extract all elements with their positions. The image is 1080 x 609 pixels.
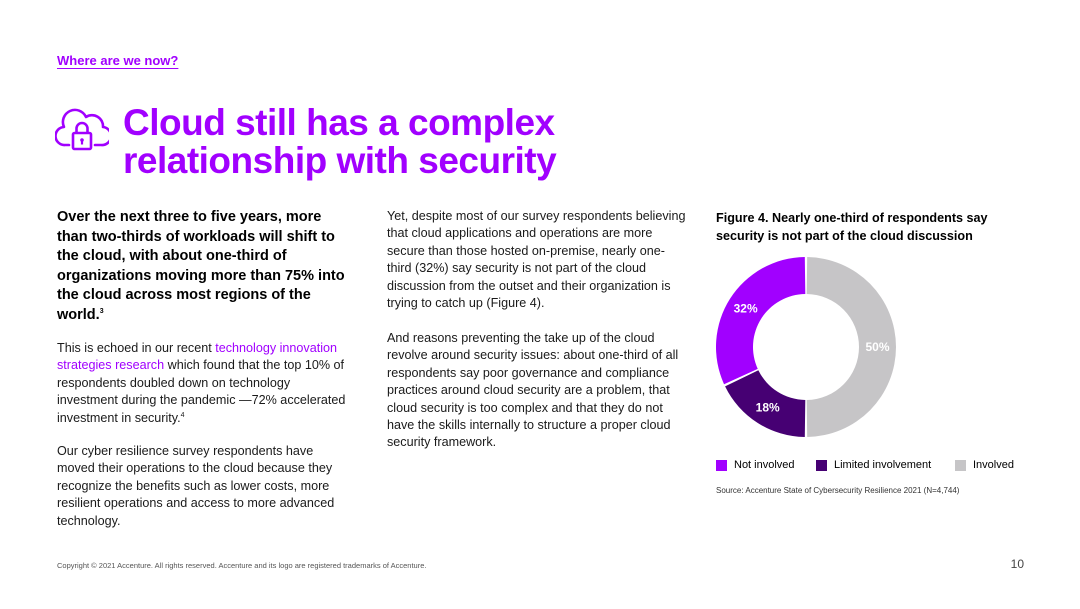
donut-label-not-involved: 32% bbox=[734, 302, 758, 316]
figure-source: Source: Accenture State of Cybersecurity… bbox=[716, 486, 960, 495]
lead-paragraph: Over the next three to five years, more … bbox=[57, 208, 347, 325]
donut-slice-limited-involvement bbox=[725, 370, 806, 437]
figure-title: Figure 4. Nearly one-third of respondent… bbox=[716, 211, 988, 243]
page-title-line-2: relationship with security bbox=[123, 140, 557, 181]
research-text-before: This is echoed in our recent bbox=[57, 341, 216, 355]
research-link[interactable]: technology innovation strategies researc… bbox=[57, 341, 338, 373]
donut-slice-not-involved bbox=[716, 257, 806, 385]
donut-label-limited-involvement: 18% bbox=[756, 400, 780, 414]
donut-slice-involved bbox=[806, 257, 897, 437]
footer-copyright: Copyright © 2021 Accenture. All rights r… bbox=[57, 561, 427, 570]
donut-label-involved: 50% bbox=[865, 340, 889, 354]
section-link[interactable]: Where are we now? bbox=[57, 53, 179, 68]
footnote-4: 4 bbox=[180, 411, 185, 419]
legend-label: Involved bbox=[973, 459, 1014, 471]
legend-item-involved: Involved bbox=[955, 459, 1014, 471]
reasons-paragraph: And reasons preventing the take up of th… bbox=[387, 331, 679, 450]
legend-label: Limited involvement bbox=[834, 459, 932, 471]
legend-swatch bbox=[716, 459, 727, 471]
legend-swatch bbox=[955, 459, 966, 471]
legend-label: Not involved bbox=[734, 459, 795, 471]
page-title-line-1: Cloud still has a complex bbox=[123, 102, 555, 143]
research-text-after: which found that the top 10% of responde… bbox=[57, 358, 346, 425]
chart-legend: Not involved Limited involvement Involved bbox=[716, 459, 1016, 473]
legend-item-not-involved: Not involved bbox=[716, 459, 795, 471]
survey-paragraph: Yet, despite most of our survey responde… bbox=[387, 209, 686, 311]
legend-item-limited-involvement: Limited involvement bbox=[816, 459, 931, 471]
donut-chart: 32% 18% 50% bbox=[716, 257, 897, 437]
cloud-lock-icon bbox=[55, 108, 109, 151]
legend-swatch bbox=[816, 459, 827, 471]
page-number: 10 bbox=[1010, 557, 1024, 571]
page-title: Cloud still has a complex relationship w… bbox=[123, 102, 557, 181]
footnote-3: 3 bbox=[99, 307, 104, 315]
benefits-paragraph: Our cyber resilience survey respondents … bbox=[57, 444, 335, 528]
lead-text: Over the next three to five years, more … bbox=[57, 209, 345, 323]
research-paragraph: This is echoed in our recent technology … bbox=[57, 340, 347, 427]
